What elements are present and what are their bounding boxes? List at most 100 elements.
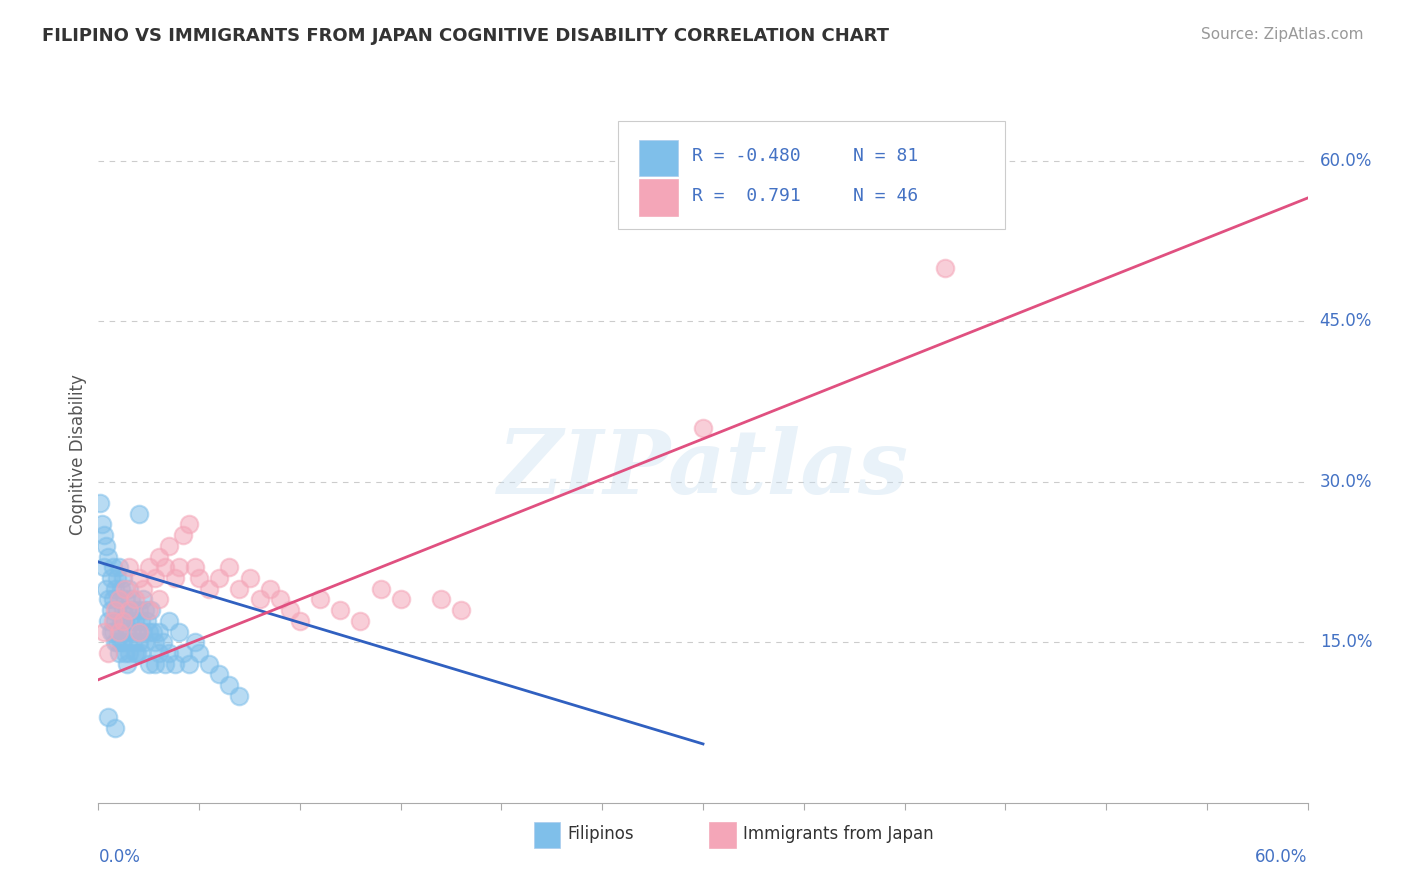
Point [157,539,180,553]
Point [110,635,132,649]
Point [218,678,240,692]
Point [125,624,148,639]
Point [177,517,201,532]
Point [107,624,129,639]
Point [118,646,141,660]
Text: R = -0.480: R = -0.480 [692,147,801,165]
Point [105,571,128,585]
Point [111,635,134,649]
Point [163,657,186,671]
Point [239,571,262,585]
Point [370,582,392,596]
Point [103,635,125,649]
Point [103,582,125,596]
Point [132,624,155,639]
Point [692,421,714,435]
Point [91,517,114,532]
Text: 0.0%: 0.0% [98,848,141,866]
Text: FILIPINO VS IMMIGRANTS FROM JAPAN COGNITIVE DISABILITY CORRELATION CHART: FILIPINO VS IMMIGRANTS FROM JAPAN COGNIT… [42,27,889,45]
Point [143,571,166,585]
Point [110,614,132,628]
Point [114,646,136,660]
Point [142,624,165,639]
Point [114,614,136,628]
Point [97,646,120,660]
Point [107,592,129,607]
Point [167,624,190,639]
Point [107,624,129,639]
Point [138,657,160,671]
Point [167,560,190,574]
Point [115,603,138,617]
Point [208,571,231,585]
Point [228,689,250,703]
Text: R =  0.791: R = 0.791 [692,187,801,205]
Point [97,614,120,628]
Point [138,603,160,617]
Point [115,624,138,639]
Point [128,624,150,639]
Point [259,582,281,596]
Point [148,646,170,660]
Point [120,592,142,607]
Point [118,560,141,574]
Point [389,592,412,607]
Point [103,721,125,735]
Point [124,614,146,628]
Point [934,260,956,275]
Point [93,624,115,639]
Point [218,560,240,574]
Text: 15.0%: 15.0% [1320,633,1372,651]
Point [111,571,134,585]
FancyBboxPatch shape [638,140,678,176]
Point [89,496,111,510]
Point [118,603,141,617]
Point [450,603,472,617]
Point [198,582,221,596]
Point [118,582,141,596]
Point [329,603,352,617]
Point [134,635,156,649]
Text: 45.0%: 45.0% [1320,312,1372,330]
Point [93,528,115,542]
Point [101,592,124,607]
Point [184,635,207,649]
Point [105,635,128,649]
Point [157,614,180,628]
Point [97,710,120,724]
Text: Immigrants from Japan: Immigrants from Japan [742,825,934,843]
Point [309,592,332,607]
Point [111,603,134,617]
Point [103,614,125,628]
Point [121,603,143,617]
Point [135,614,157,628]
Point [107,592,129,607]
Text: Source: ZipAtlas.com: Source: ZipAtlas.com [1201,27,1364,42]
Point [132,582,155,596]
Point [118,614,141,628]
Point [105,603,128,617]
Point [128,571,150,585]
Point [138,624,160,639]
Point [157,646,180,660]
Point [100,571,122,585]
Point [177,657,201,671]
Point [103,603,125,617]
Point [349,614,371,628]
Point [124,592,146,607]
Point [107,646,129,660]
Point [228,582,250,596]
Point [129,614,152,628]
Point [114,592,136,607]
Point [132,592,155,607]
Text: ZIPatlas: ZIPatlas [498,425,908,512]
Point [148,549,170,564]
Point [100,624,122,639]
Text: N = 46: N = 46 [853,187,918,205]
Point [128,635,150,649]
Point [188,571,211,585]
Point [101,560,124,574]
Point [101,624,124,639]
Point [121,635,143,649]
Point [430,592,453,607]
